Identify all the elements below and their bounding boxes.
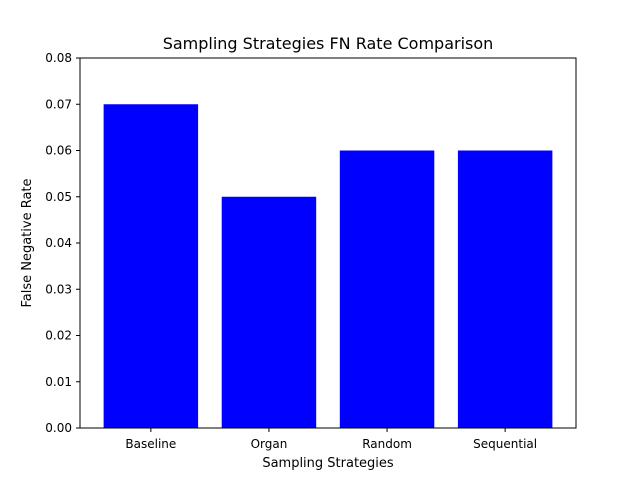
- y-axis-ticks: 0.00 0.01 0.02 0.03 0.04 0.05 0.06 0.07 0.08: [45, 51, 80, 435]
- y-tick-label: 0.07: [45, 97, 72, 111]
- bar-organ: [221, 196, 317, 428]
- plot-frame: [79, 57, 577, 429]
- y-tick-label: 0.06: [45, 144, 72, 158]
- x-tick-label: Sequential: [473, 437, 537, 451]
- x-tick-label: Random: [362, 437, 412, 451]
- x-tick-label: Baseline: [125, 437, 176, 451]
- y-tick-label: 0.00: [45, 421, 72, 435]
- bar-baseline: [103, 104, 199, 428]
- y-tick-label: 0.05: [45, 190, 72, 204]
- y-axis-label: False Negative Rate: [20, 178, 35, 307]
- y-tick-label: 0.08: [45, 51, 72, 65]
- x-axis-label: Sampling Strategies: [262, 456, 394, 471]
- x-axis-ticks: Baseline Organ Random Sequential: [125, 428, 537, 451]
- chart-title: Sampling Strategies FN Rate Comparison: [163, 34, 494, 53]
- bar-random: [339, 150, 435, 428]
- y-tick-label: 0.02: [45, 329, 72, 343]
- bar-group: [103, 104, 553, 428]
- y-tick-label: 0.03: [45, 282, 72, 296]
- y-tick-label: 0.01: [45, 375, 72, 389]
- bar-sequential: [457, 150, 553, 428]
- x-tick-label: Organ: [251, 437, 288, 451]
- y-tick-label: 0.04: [45, 236, 72, 250]
